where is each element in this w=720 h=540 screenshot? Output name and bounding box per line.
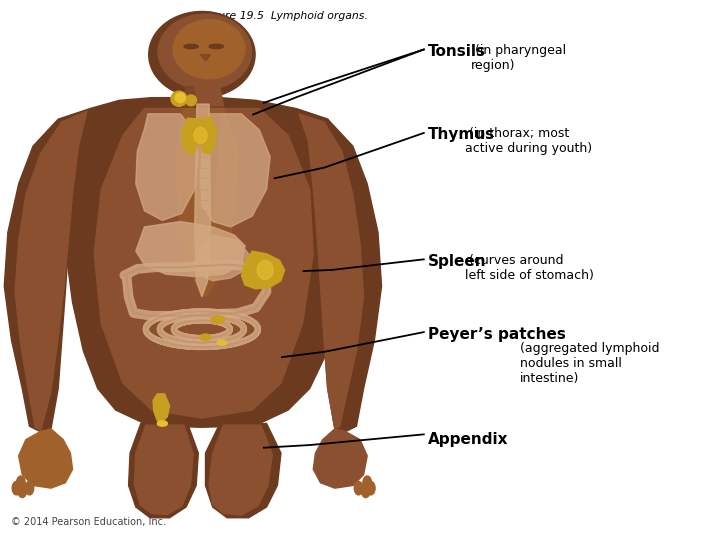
Polygon shape	[200, 55, 210, 61]
Ellipse shape	[366, 481, 375, 495]
Polygon shape	[62, 98, 353, 427]
Polygon shape	[176, 109, 238, 297]
Polygon shape	[200, 114, 270, 227]
Ellipse shape	[174, 19, 245, 79]
Ellipse shape	[217, 340, 227, 346]
Polygon shape	[295, 109, 382, 431]
Ellipse shape	[171, 91, 186, 106]
Text: Tonsils: Tonsils	[428, 44, 486, 59]
Polygon shape	[205, 423, 281, 518]
Ellipse shape	[175, 93, 185, 103]
Ellipse shape	[25, 481, 34, 495]
Text: Appendix: Appendix	[428, 431, 509, 447]
Polygon shape	[4, 109, 91, 431]
Ellipse shape	[186, 95, 197, 106]
Ellipse shape	[149, 11, 255, 98]
Ellipse shape	[184, 44, 198, 49]
Polygon shape	[299, 114, 364, 429]
Polygon shape	[241, 251, 284, 289]
Ellipse shape	[158, 14, 251, 90]
Text: (curves around
left side of stomach): (curves around left side of stomach)	[465, 254, 594, 282]
Polygon shape	[153, 394, 170, 422]
Ellipse shape	[12, 481, 21, 495]
Text: © 2014 Pearson Education, Inc.: © 2014 Pearson Education, Inc.	[12, 517, 166, 528]
Polygon shape	[202, 114, 220, 216]
Text: (aggregated lymphoid
nodules in small
intestine): (aggregated lymphoid nodules in small in…	[520, 327, 660, 384]
Polygon shape	[136, 114, 198, 220]
Ellipse shape	[210, 316, 225, 323]
Text: Spleen: Spleen	[428, 254, 487, 269]
Ellipse shape	[209, 44, 223, 49]
Ellipse shape	[361, 484, 370, 497]
Text: Figure 19.5  Lymphoid organs.: Figure 19.5 Lymphoid organs.	[202, 11, 367, 22]
Ellipse shape	[194, 127, 207, 144]
Ellipse shape	[18, 484, 27, 497]
Polygon shape	[94, 109, 313, 418]
Ellipse shape	[257, 261, 273, 279]
Polygon shape	[19, 429, 73, 488]
Polygon shape	[209, 425, 272, 515]
Text: Peyer’s patches: Peyer’s patches	[428, 327, 566, 342]
Ellipse shape	[158, 421, 168, 426]
Polygon shape	[135, 425, 193, 515]
Polygon shape	[186, 87, 196, 106]
Polygon shape	[194, 104, 210, 297]
Text: (in thorax; most
active during youth): (in thorax; most active during youth)	[465, 127, 592, 156]
Polygon shape	[181, 118, 199, 155]
Polygon shape	[15, 111, 87, 430]
Text: Thymus: Thymus	[428, 127, 495, 142]
Polygon shape	[184, 87, 223, 106]
Ellipse shape	[363, 476, 372, 489]
Polygon shape	[196, 235, 248, 281]
Polygon shape	[197, 117, 216, 154]
Polygon shape	[313, 429, 367, 488]
Ellipse shape	[354, 481, 363, 495]
Ellipse shape	[199, 334, 211, 341]
Polygon shape	[129, 423, 198, 518]
Ellipse shape	[17, 476, 25, 489]
Polygon shape	[136, 221, 245, 276]
Text: (in pharyngeal
region): (in pharyngeal region)	[471, 44, 566, 72]
